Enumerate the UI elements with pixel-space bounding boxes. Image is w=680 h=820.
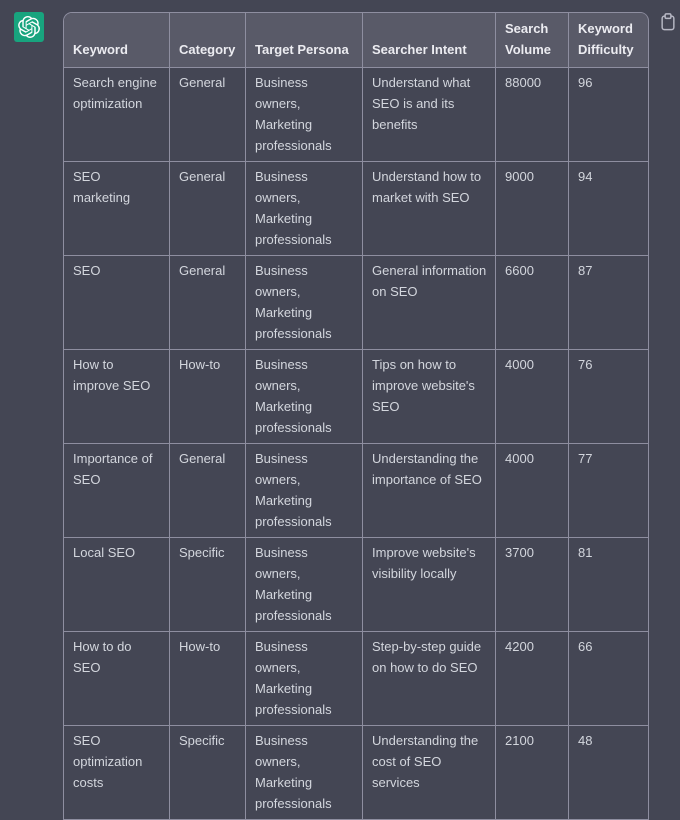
- table-cell: 4200: [496, 632, 569, 726]
- column-header: Keyword: [64, 13, 170, 68]
- column-header: Category: [170, 13, 246, 68]
- table-cell: 81: [569, 538, 649, 632]
- table-cell: 77: [569, 444, 649, 538]
- table-row: SEO General Business owners, Marketing pro…: [64, 256, 649, 350]
- table-cell: 3700: [496, 538, 569, 632]
- table-cell: Business owners, Marketing professionals: [246, 162, 363, 256]
- table-header-row: Keyword Category Target Persona Searcher In…: [64, 13, 649, 68]
- table-cell: 96: [569, 68, 649, 162]
- table-row: How to improve SEO How-to Business owners,…: [64, 350, 649, 444]
- table-header: Keyword Category Target Persona Searcher In…: [64, 13, 649, 68]
- table-cell: Business owners, Marketing professionals: [246, 68, 363, 162]
- table-cell: SEO: [64, 256, 170, 350]
- table-cell: 66: [569, 632, 649, 726]
- table-cell: How to improve SEO: [64, 350, 170, 444]
- table-cell: 94: [569, 162, 649, 256]
- table-row: SEO optimization costs Specific Business o…: [64, 726, 649, 820]
- copy-button[interactable]: [657, 12, 679, 34]
- table-cell: General: [170, 162, 246, 256]
- table-cell: 4000: [496, 444, 569, 538]
- table-cell: Business owners, Marketing professionals: [246, 726, 363, 820]
- table-cell: 76: [569, 350, 649, 444]
- table-cell: General: [170, 68, 246, 162]
- table-cell: Understanding the cost of SEO services: [363, 726, 496, 820]
- table-cell: SEO optimization costs: [64, 726, 170, 820]
- table-cell: 9000: [496, 162, 569, 256]
- column-header: Search Volume: [496, 13, 569, 68]
- table-cell: Importance of SEO: [64, 444, 170, 538]
- table-cell: 6600: [496, 256, 569, 350]
- table-cell: Understand what SEO is and its benefits: [363, 68, 496, 162]
- table-row: Local SEO Specific Business owners, Market…: [64, 538, 649, 632]
- table-cell: 88000: [496, 68, 569, 162]
- assistant-avatar: [14, 12, 44, 42]
- table-cell: Business owners, Marketing professionals: [246, 632, 363, 726]
- table-cell: Business owners, Marketing professionals: [246, 350, 363, 444]
- table-row: How to do SEO How-to Business owners, Mark…: [64, 632, 649, 726]
- keyword-research-table: Keyword Category Target Persona Searcher In…: [63, 12, 649, 820]
- table-row: SEO marketing General Business owners, Mar…: [64, 162, 649, 256]
- table-cell: 4000: [496, 350, 569, 444]
- table-cell: Specific: [170, 538, 246, 632]
- table-cell: Understanding the importance of SEO: [363, 444, 496, 538]
- table-cell: How to do SEO: [64, 632, 170, 726]
- table-cell: Specific: [170, 726, 246, 820]
- table-cell: 2100: [496, 726, 569, 820]
- table-cell: How-to: [170, 350, 246, 444]
- column-header: Searcher Intent: [363, 13, 496, 68]
- data-table: Keyword Category Target Persona Searcher In…: [63, 12, 649, 820]
- table-cell: SEO marketing: [64, 162, 170, 256]
- table-cell: General information on SEO: [363, 256, 496, 350]
- table-cell: Understand how to market with SEO: [363, 162, 496, 256]
- table-cell: Business owners, Marketing professionals: [246, 256, 363, 350]
- column-header: Target Persona: [246, 13, 363, 68]
- table-row: Search engine optimization General Busines…: [64, 68, 649, 162]
- table-cell: General: [170, 256, 246, 350]
- table-cell: General: [170, 444, 246, 538]
- openai-logo-icon: [18, 16, 40, 38]
- chat-message-area: { "message": { "avatar_icon": "openai-lo…: [14, 12, 679, 820]
- table-row: Importance of SEO General Business owners,…: [64, 444, 649, 538]
- table-cell: Local SEO: [64, 538, 170, 632]
- table-cell: How-to: [170, 632, 246, 726]
- column-header: Keyword Difficulty: [569, 13, 649, 68]
- table-cell: Step-by-step guide on how to do SEO: [363, 632, 496, 726]
- table-cell: Improve website's visibility locally: [363, 538, 496, 632]
- table-cell: Tips on how to improve website's SEO: [363, 350, 496, 444]
- clipboard-icon: [661, 13, 675, 31]
- table-body: Search engine optimization General Busines…: [64, 68, 649, 820]
- table-cell: Business owners, Marketing professionals: [246, 538, 363, 632]
- table-cell: Business owners, Marketing professionals: [246, 444, 363, 538]
- table-cell: 87: [569, 256, 649, 350]
- table-cell: 48: [569, 726, 649, 820]
- table-cell: Search engine optimization: [64, 68, 170, 162]
